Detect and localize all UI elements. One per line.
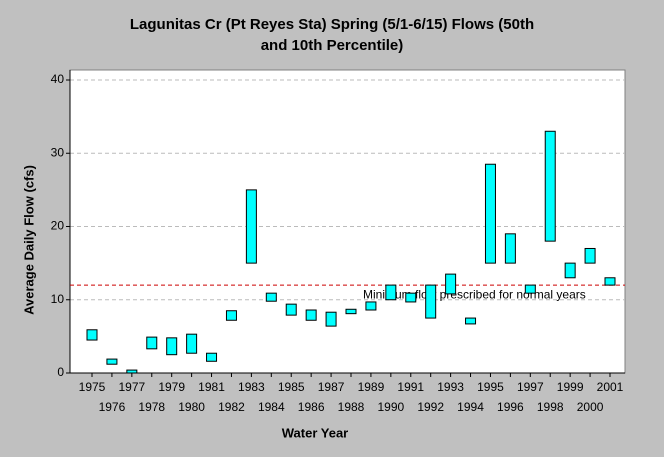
reference-label: Minimum flow prescribed for normal years xyxy=(363,287,586,301)
bar xyxy=(465,317,477,325)
x-tick-label: 1997 xyxy=(517,380,544,394)
bar xyxy=(504,233,516,264)
y-tick-label: 40 xyxy=(51,72,65,86)
bar xyxy=(584,247,596,264)
x-tick-label: 1988 xyxy=(338,400,365,414)
x-tick-label: 1992 xyxy=(417,400,444,414)
bar xyxy=(325,311,337,327)
x-tick-label: 1978 xyxy=(138,400,165,414)
x-tick-label: 1998 xyxy=(537,400,564,414)
x-tick-label: 1989 xyxy=(358,380,385,394)
bar xyxy=(166,337,178,356)
x-tick-label: 1993 xyxy=(437,380,464,394)
bar xyxy=(405,292,417,303)
y-tick-label: 10 xyxy=(51,292,65,306)
x-tick-label: 1995 xyxy=(477,380,504,394)
x-tick-label: 2001 xyxy=(597,380,624,394)
x-tick-label: 1999 xyxy=(557,380,584,394)
y-axis-label: Average Daily Flow (cfs) xyxy=(21,165,36,315)
x-tick-label: 1980 xyxy=(178,400,205,414)
bar xyxy=(524,284,536,294)
y-tick-label: 20 xyxy=(51,219,65,233)
x-tick-label: 1979 xyxy=(158,380,185,394)
bar xyxy=(245,189,257,264)
x-tick-label: 1984 xyxy=(258,400,285,414)
bar xyxy=(146,336,158,350)
x-tick-label: 1994 xyxy=(457,400,484,414)
x-tick-label: 1996 xyxy=(497,400,524,414)
y-tick-label: 30 xyxy=(51,145,65,159)
bar xyxy=(86,329,98,341)
x-tick-label: 1986 xyxy=(298,400,325,414)
bar xyxy=(345,308,357,315)
bar xyxy=(186,333,198,354)
x-axis-label: Water Year xyxy=(282,425,349,440)
x-tick-label: 1977 xyxy=(118,380,145,394)
x-tick-label: 1975 xyxy=(79,380,106,394)
x-tick-label: 1981 xyxy=(198,380,225,394)
bar xyxy=(285,303,297,316)
bar xyxy=(425,284,437,319)
bar xyxy=(225,310,237,321)
bar xyxy=(445,273,457,295)
bar xyxy=(604,277,616,286)
x-tick-label: 1976 xyxy=(99,400,126,414)
x-tick-label: 1985 xyxy=(278,380,305,394)
bar xyxy=(265,292,277,302)
y-tick-label: 0 xyxy=(57,365,64,379)
bar xyxy=(564,262,576,279)
bar xyxy=(365,301,377,311)
x-tick-label: 2000 xyxy=(577,400,604,414)
chart-title: Lagunitas Cr (Pt Reyes Sta) Spring (5/1-… xyxy=(130,16,534,33)
chart-title: and 10th Percentile) xyxy=(261,37,404,54)
x-tick-label: 1982 xyxy=(218,400,245,414)
bar xyxy=(206,352,218,362)
plot-area xyxy=(69,69,626,374)
x-tick-label: 1991 xyxy=(397,380,424,394)
bar xyxy=(544,130,556,242)
bar xyxy=(106,358,118,365)
bar xyxy=(385,284,397,301)
bar xyxy=(484,163,496,264)
x-tick-label: 1990 xyxy=(377,400,404,414)
bar xyxy=(305,309,317,321)
x-tick-label: 1983 xyxy=(238,380,265,394)
bar xyxy=(126,369,138,374)
x-tick-label: 1987 xyxy=(318,380,345,394)
